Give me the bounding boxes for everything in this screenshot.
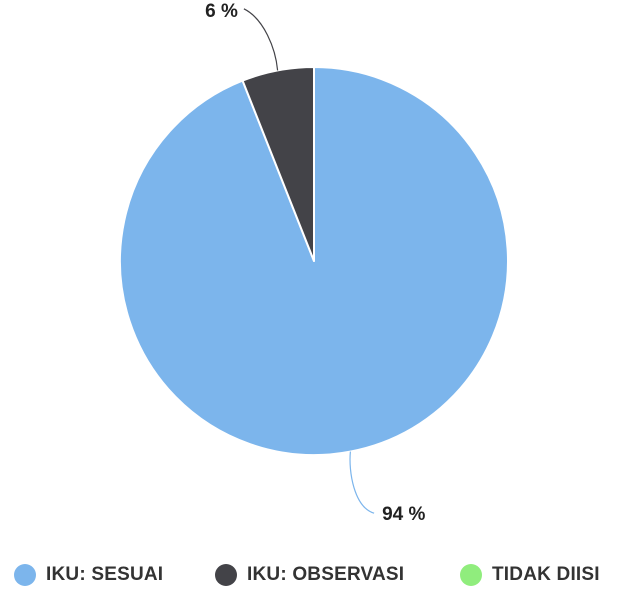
label-connector-iku-observasi (243, 8, 279, 71)
legend-swatch-tidak-diisi (460, 564, 482, 586)
legend-item-iku-observasi[interactable]: IKU: OBSERVASI (215, 561, 404, 589)
data-label-iku-sesuai: 94 % (382, 504, 425, 525)
legend-swatch-iku-observasi (215, 564, 237, 586)
chart-legend: IKU: SESUAI IKU: OBSERVASI TIDAK DIISI (0, 561, 631, 589)
data-label-iku-observasi: 6 % (205, 1, 238, 22)
legend-label-iku-sesuai: IKU: SESUAI (46, 564, 164, 585)
legend-label-tidak-diisi: TIDAK DIISI (492, 564, 600, 585)
pie-slice-iku-observasi[interactable] (241, 66, 315, 262)
label-connector-iku-sesuai (349, 451, 375, 514)
legend-item-tidak-diisi[interactable]: TIDAK DIISI (460, 561, 600, 589)
legend-swatch-iku-sesuai (14, 564, 36, 586)
legend-label-iku-observasi: IKU: OBSERVASI (247, 564, 405, 585)
legend-item-iku-sesuai[interactable]: IKU: SESUAI (14, 561, 163, 589)
pie-chart-canvas: 94 % 6 % (118, 1, 509, 525)
